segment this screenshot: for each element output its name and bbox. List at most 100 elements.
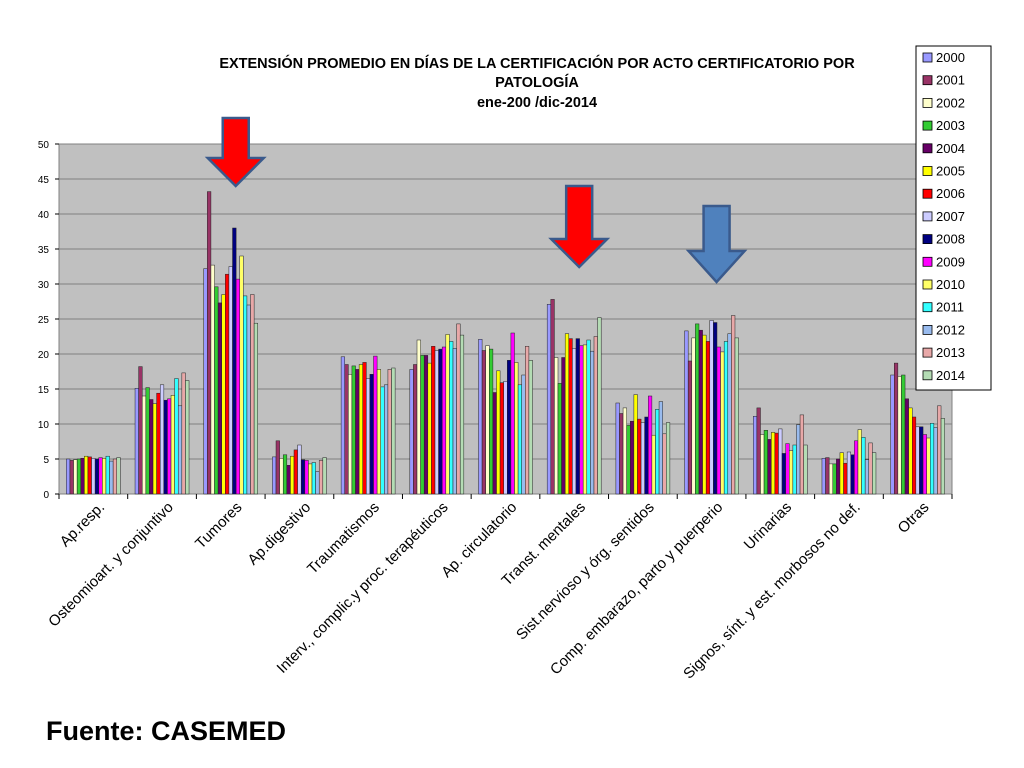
bar <box>228 266 233 495</box>
bar <box>789 450 794 495</box>
bar <box>167 398 172 495</box>
bar <box>579 345 584 495</box>
legend-swatch <box>922 234 933 245</box>
bar <box>311 462 316 495</box>
bar <box>575 338 580 495</box>
legend-label: 2003 <box>936 118 965 133</box>
bar <box>318 460 324 495</box>
bar <box>521 374 526 495</box>
bar <box>210 264 215 495</box>
legend-swatch <box>922 302 933 313</box>
legend-swatch <box>922 52 933 63</box>
bar <box>655 409 660 495</box>
bar <box>930 423 935 495</box>
red-arrow <box>204 116 267 188</box>
bar <box>163 399 168 495</box>
legend-label: 2007 <box>936 209 965 224</box>
bar <box>720 351 725 495</box>
bar <box>214 286 219 495</box>
bar <box>481 350 486 495</box>
annotation-arrows <box>204 116 748 284</box>
bar <box>550 299 555 495</box>
bar <box>785 443 790 495</box>
bar <box>890 374 895 495</box>
bar <box>904 398 909 495</box>
bar <box>684 330 689 495</box>
bar <box>561 357 566 495</box>
bar <box>152 403 157 495</box>
bar <box>217 302 222 495</box>
bar <box>557 383 562 495</box>
bar <box>290 455 295 495</box>
bar <box>774 432 779 495</box>
bar <box>449 341 454 495</box>
bar <box>235 278 240 495</box>
y-tick-label: 50 <box>38 140 50 151</box>
bar <box>80 458 85 495</box>
bar <box>94 458 100 495</box>
chart-subtitle: ene-200 /dic-2014 <box>477 95 597 111</box>
bar <box>185 380 190 495</box>
bar <box>510 332 515 495</box>
bar <box>420 355 425 495</box>
bar <box>778 428 783 495</box>
legend-swatch <box>922 279 933 290</box>
x-tick-label: Sist.nervioso y órg. sentidos <box>513 499 658 644</box>
bar <box>760 434 765 495</box>
bar <box>431 346 436 495</box>
legend-label: 2013 <box>936 345 965 360</box>
bar <box>69 460 74 495</box>
bar <box>387 369 392 495</box>
bar <box>593 336 598 495</box>
bar <box>937 405 942 495</box>
bar <box>525 346 530 495</box>
bar <box>416 339 421 495</box>
bar <box>116 457 121 495</box>
bar <box>792 444 797 495</box>
bar <box>170 395 175 495</box>
bar <box>138 366 143 495</box>
bar <box>239 255 244 495</box>
bar <box>648 395 653 495</box>
x-tick-label: Otras <box>895 499 933 537</box>
bar <box>275 440 280 495</box>
y-tick-label: 40 <box>38 210 50 221</box>
bar <box>568 338 573 495</box>
y-tick-label: 10 <box>38 420 50 431</box>
bar <box>243 295 248 495</box>
legend: 2000 2001 2002 2003 2004 2005 2006 2007 2008 2009… <box>915 45 992 391</box>
x-axis: Ap.resp.Osteomioart. y conjuntivo Tumores… <box>45 494 953 682</box>
bar <box>753 416 758 495</box>
bar <box>445 334 450 495</box>
bar <box>828 463 834 495</box>
legend-label: 2010 <box>936 277 965 292</box>
bar <box>691 337 696 495</box>
bar <box>666 422 671 495</box>
bar <box>622 407 627 495</box>
bar <box>644 416 649 495</box>
bar <box>709 320 714 495</box>
bar <box>272 456 277 495</box>
bar <box>87 456 92 495</box>
bar <box>731 315 736 495</box>
bar <box>723 341 729 495</box>
bar <box>716 346 721 495</box>
bar <box>846 451 852 495</box>
bar <box>767 439 772 495</box>
bar <box>727 333 732 495</box>
bar <box>369 374 374 495</box>
bar <box>901 374 906 495</box>
y-tick-label: 45 <box>38 175 50 186</box>
bar <box>517 384 522 495</box>
bar <box>897 376 902 495</box>
y-tick-label: 0 <box>43 490 49 501</box>
bar <box>528 360 533 495</box>
bar <box>496 370 501 495</box>
bar <box>763 430 768 495</box>
y-tick-label: 5 <box>43 455 49 466</box>
bar <box>872 452 877 495</box>
bar <box>427 362 432 495</box>
bar <box>857 429 862 495</box>
y-tick-label: 20 <box>38 350 50 361</box>
bar <box>915 426 920 495</box>
